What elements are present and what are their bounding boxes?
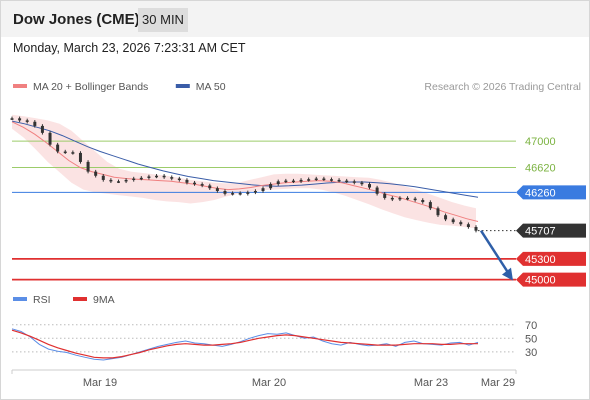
rsi-legend-label-0: RSI xyxy=(33,294,51,306)
price-candle xyxy=(459,222,463,225)
price-candle xyxy=(238,193,242,195)
level-label-45300: 45300 xyxy=(525,254,556,266)
rsi-tick-70: 70 xyxy=(525,320,537,332)
price-candle xyxy=(375,187,379,194)
rsi-legend-swatch-1 xyxy=(73,297,87,301)
rsi-ma-line xyxy=(11,329,478,359)
rsi-tick-50: 50 xyxy=(525,333,537,345)
price-candle xyxy=(18,118,22,121)
price-candle xyxy=(124,179,128,182)
x-tick-label: Mar 29 xyxy=(481,377,515,389)
price-candle xyxy=(193,182,197,185)
price-candle xyxy=(390,197,394,200)
interval-badge[interactable]: 30 MIN xyxy=(138,8,188,32)
price-candle xyxy=(329,179,333,181)
price-candle xyxy=(276,181,280,185)
price-candle xyxy=(360,182,364,185)
level-tag-46260 xyxy=(516,185,586,200)
price-candle xyxy=(48,132,52,145)
price-candle xyxy=(147,176,151,178)
level-label-45707: 45707 xyxy=(525,226,556,238)
x-tick-label: Mar 19 xyxy=(83,377,117,389)
ma50-line xyxy=(11,120,479,198)
price-candle xyxy=(322,178,326,181)
level-label-47000: 47000 xyxy=(525,136,556,148)
price-candle xyxy=(78,152,82,162)
legend-swatch-0 xyxy=(13,84,27,88)
price-candle xyxy=(307,179,311,181)
price-candle xyxy=(56,144,60,152)
price-candle xyxy=(40,125,44,133)
rsi-legend-swatch-0 xyxy=(13,297,27,301)
legend-label-0: MA 20 + Bollinger Bands xyxy=(33,81,148,93)
price-candle xyxy=(466,224,470,227)
level-label-45000: 45000 xyxy=(525,275,556,287)
price-candle xyxy=(474,227,478,231)
price-candle xyxy=(314,178,318,181)
price-candle xyxy=(406,197,410,200)
price-candle xyxy=(444,215,448,220)
price-candle xyxy=(71,152,75,154)
legend-swatch-1 xyxy=(175,84,190,88)
price-candle xyxy=(185,179,189,183)
price-candle xyxy=(261,188,265,191)
price-candle xyxy=(215,188,219,191)
datetime-label: Monday, March 23, 2026 7:23:31 AM CET xyxy=(13,41,246,55)
price-candle xyxy=(162,175,166,178)
forecast-arrow-shaft xyxy=(479,229,512,277)
instrument-title: Dow Jones (CME) xyxy=(13,11,140,28)
price-candle xyxy=(345,180,349,183)
price-candle xyxy=(337,179,341,182)
level-tag-45300 xyxy=(516,251,586,266)
price-candle xyxy=(269,184,273,189)
price-candle xyxy=(421,200,425,203)
price-candle xyxy=(86,161,90,172)
price-candle xyxy=(383,193,387,198)
price-candle xyxy=(413,198,417,201)
level-tag-45707 xyxy=(516,223,586,238)
price-candle xyxy=(94,171,98,176)
price-candle xyxy=(223,191,227,194)
price-candle xyxy=(284,180,288,183)
bollinger-band xyxy=(12,114,476,229)
price-candle xyxy=(33,121,37,126)
price-candle xyxy=(428,202,432,209)
price-candle xyxy=(25,120,29,122)
price-candle xyxy=(398,197,402,200)
rsi-tick-30: 30 xyxy=(525,347,537,359)
price-candle xyxy=(116,181,120,183)
price-candle xyxy=(132,178,136,181)
price-candle xyxy=(231,193,235,195)
level-label-46620: 46620 xyxy=(525,162,556,174)
price-candle xyxy=(436,208,440,216)
legend-label-1: MA 50 xyxy=(196,81,226,93)
forecast-arrow-head xyxy=(502,267,513,281)
price-candle xyxy=(352,181,356,183)
price-candle xyxy=(139,177,143,180)
price-candle xyxy=(451,219,455,223)
price-candle xyxy=(299,179,303,182)
rsi-legend-label-1: 9MA xyxy=(93,294,115,306)
price-candle xyxy=(200,184,204,186)
price-candle xyxy=(170,177,174,179)
price-candle xyxy=(253,191,257,193)
price-candle xyxy=(10,118,14,120)
level-tag-45000 xyxy=(516,272,586,287)
price-candle xyxy=(109,179,113,182)
copyright-label: Research © 2026 Trading Central xyxy=(424,81,581,93)
price-candle xyxy=(368,184,372,188)
price-candle xyxy=(208,185,212,189)
price-candle xyxy=(101,175,105,180)
x-tick-label: Mar 20 xyxy=(252,377,286,389)
title-bar: Dow Jones (CME) 30 MIN xyxy=(1,1,589,37)
price-candle xyxy=(63,151,67,154)
price-candle xyxy=(246,192,250,194)
level-label-46260: 46260 xyxy=(525,187,556,199)
price-candle xyxy=(155,175,159,178)
price-candle xyxy=(177,178,181,181)
x-tick-label: Mar 23 xyxy=(414,377,448,389)
price-candle xyxy=(291,180,295,183)
